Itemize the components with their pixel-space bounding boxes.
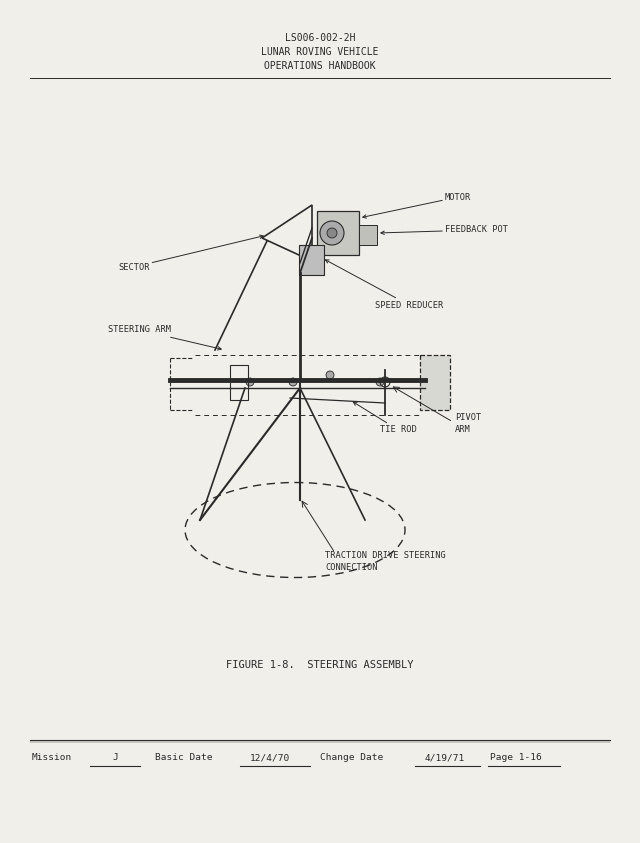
Text: 12/4/70: 12/4/70 bbox=[250, 754, 290, 763]
Text: STEERING ARM: STEERING ARM bbox=[108, 325, 221, 350]
Text: LS006-002-2H: LS006-002-2H bbox=[285, 33, 355, 43]
Text: CONNECTION: CONNECTION bbox=[325, 563, 378, 572]
Text: TRACTION DRIVE STEERING: TRACTION DRIVE STEERING bbox=[325, 550, 445, 560]
Circle shape bbox=[327, 228, 337, 238]
Text: J: J bbox=[112, 754, 118, 763]
Text: FEEDBACK POT: FEEDBACK POT bbox=[381, 225, 508, 234]
Bar bbox=[359, 225, 377, 245]
Circle shape bbox=[376, 378, 384, 386]
Text: OPERATIONS HANDBOOK: OPERATIONS HANDBOOK bbox=[264, 61, 376, 71]
Text: SPEED REDUCER: SPEED REDUCER bbox=[325, 260, 444, 309]
Circle shape bbox=[326, 371, 334, 379]
Text: Change Date: Change Date bbox=[320, 754, 383, 763]
Text: FIGURE 1-8.  STEERING ASSEMBLY: FIGURE 1-8. STEERING ASSEMBLY bbox=[227, 660, 413, 670]
Bar bbox=[299, 245, 324, 275]
Circle shape bbox=[320, 221, 344, 245]
Bar bbox=[420, 355, 450, 410]
Text: Mission: Mission bbox=[32, 754, 72, 763]
Text: SECTOR: SECTOR bbox=[118, 235, 263, 271]
Text: TIE ROD: TIE ROD bbox=[353, 402, 417, 434]
Text: Page 1-16: Page 1-16 bbox=[490, 754, 541, 763]
Text: ARM: ARM bbox=[455, 426, 471, 434]
Text: LUNAR ROVING VEHICLE: LUNAR ROVING VEHICLE bbox=[261, 47, 379, 57]
Bar bbox=[230, 365, 248, 400]
Circle shape bbox=[246, 378, 254, 386]
Bar bbox=[317, 211, 359, 255]
Text: PIVOT: PIVOT bbox=[455, 414, 481, 422]
Circle shape bbox=[289, 378, 297, 386]
Text: MOTOR: MOTOR bbox=[363, 192, 471, 218]
Text: 4/19/71: 4/19/71 bbox=[425, 754, 465, 763]
Text: Basic Date: Basic Date bbox=[155, 754, 212, 763]
